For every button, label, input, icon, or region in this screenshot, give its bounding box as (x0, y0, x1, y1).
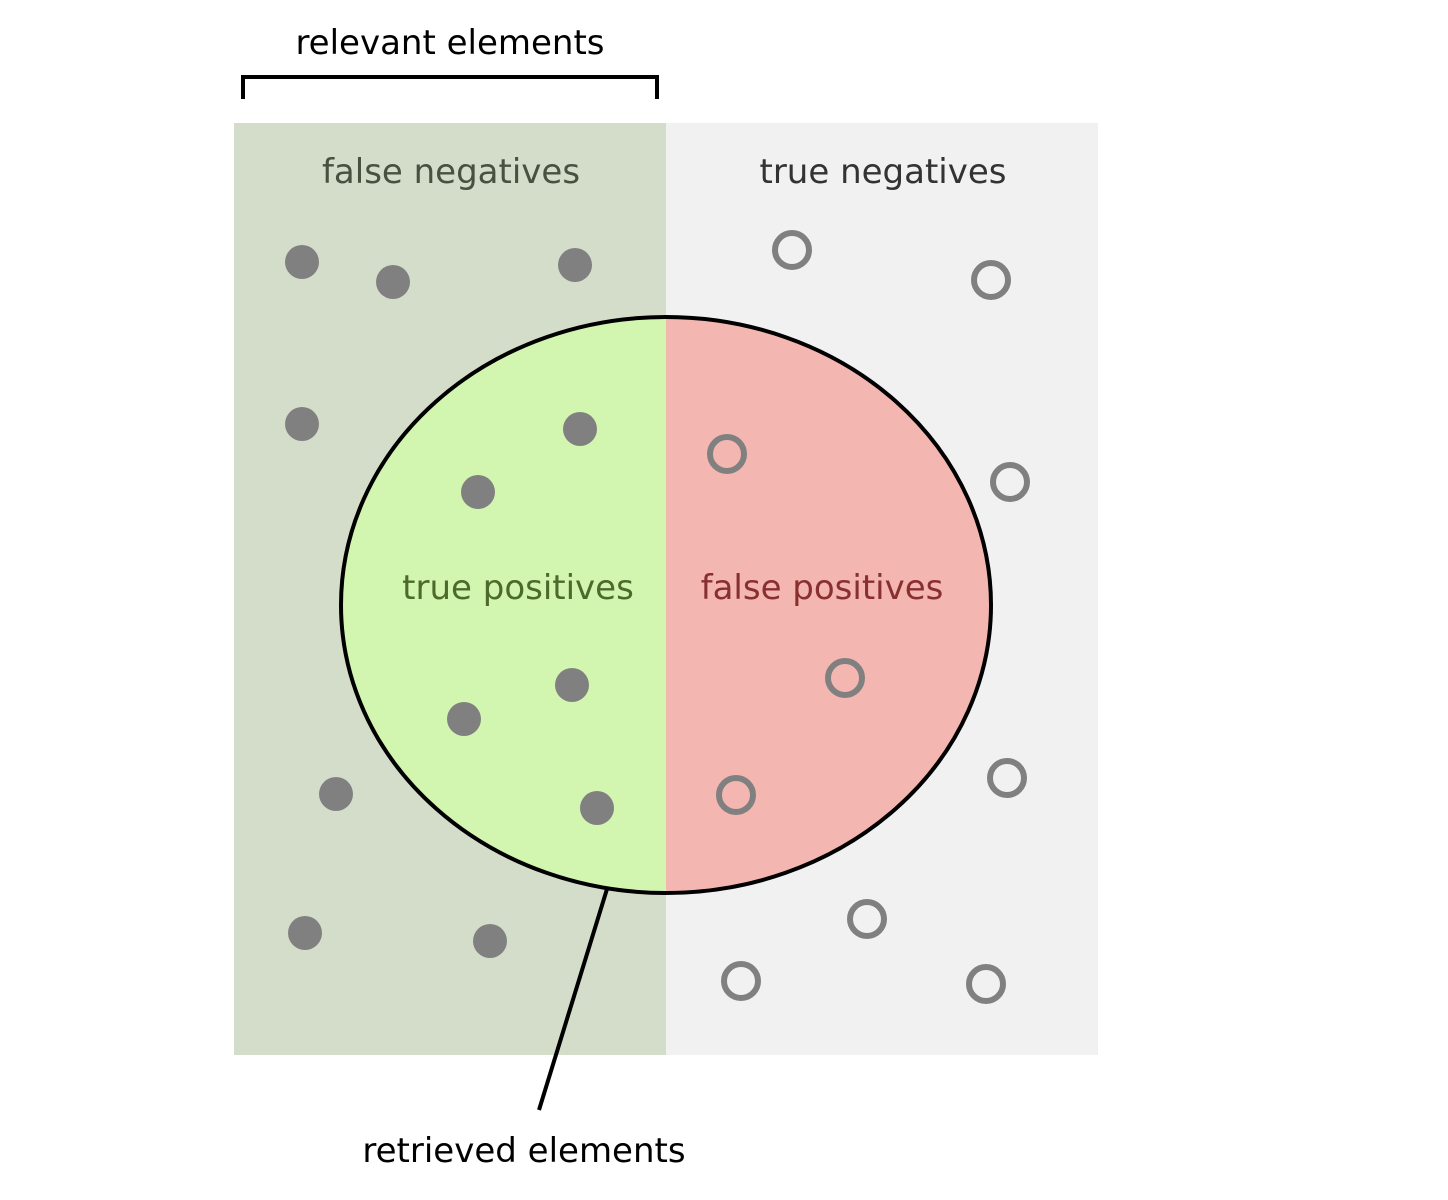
relevant-element-icon (461, 475, 495, 509)
relevant-elements (285, 245, 614, 958)
irrelevant-elements (707, 230, 1030, 1004)
relevant-bracket (241, 75, 659, 99)
relevant-element-icon (580, 791, 614, 825)
relevant-element-icon (473, 924, 507, 958)
irrelevant-element-icon (847, 899, 887, 939)
retrieved-pointer-line (537, 888, 609, 1111)
retrieved-elements-outline (339, 315, 993, 895)
irrelevant-element-icon (966, 964, 1006, 1004)
relevant-element-icon (447, 702, 481, 736)
relevant-element-icon (558, 248, 592, 282)
retrieved-elements-label: retrieved elements (362, 1131, 685, 1171)
relevant-element-icon (376, 265, 410, 299)
true-positive-region (341, 317, 666, 893)
false-positive-region (666, 317, 991, 893)
irrelevant-element-icon (716, 775, 756, 815)
relevant-element-icon (563, 412, 597, 446)
irrelevant-element-icon (825, 658, 865, 698)
true-positives-label: true positives (402, 568, 634, 608)
relevant-element-icon (285, 245, 319, 279)
irrelevant-element-icon (987, 758, 1027, 798)
false-positives-label: false positives (701, 568, 944, 608)
relevant-elements-label: relevant elements (295, 23, 604, 63)
relevant-element-icon (319, 777, 353, 811)
relevant-element-icon (288, 916, 322, 950)
irrelevant-element-icon (707, 434, 747, 474)
true-negatives-label: true negatives (760, 152, 1007, 192)
irrelevant-element-icon (772, 230, 812, 270)
irrelevant-element-icon (721, 961, 761, 1001)
relevant-element-icon (555, 668, 589, 702)
false-negatives-label: false negatives (322, 152, 580, 192)
irrelevant-element-icon (990, 462, 1030, 502)
irrelevant-element-icon (971, 260, 1011, 300)
relevant-element-icon (285, 407, 319, 441)
